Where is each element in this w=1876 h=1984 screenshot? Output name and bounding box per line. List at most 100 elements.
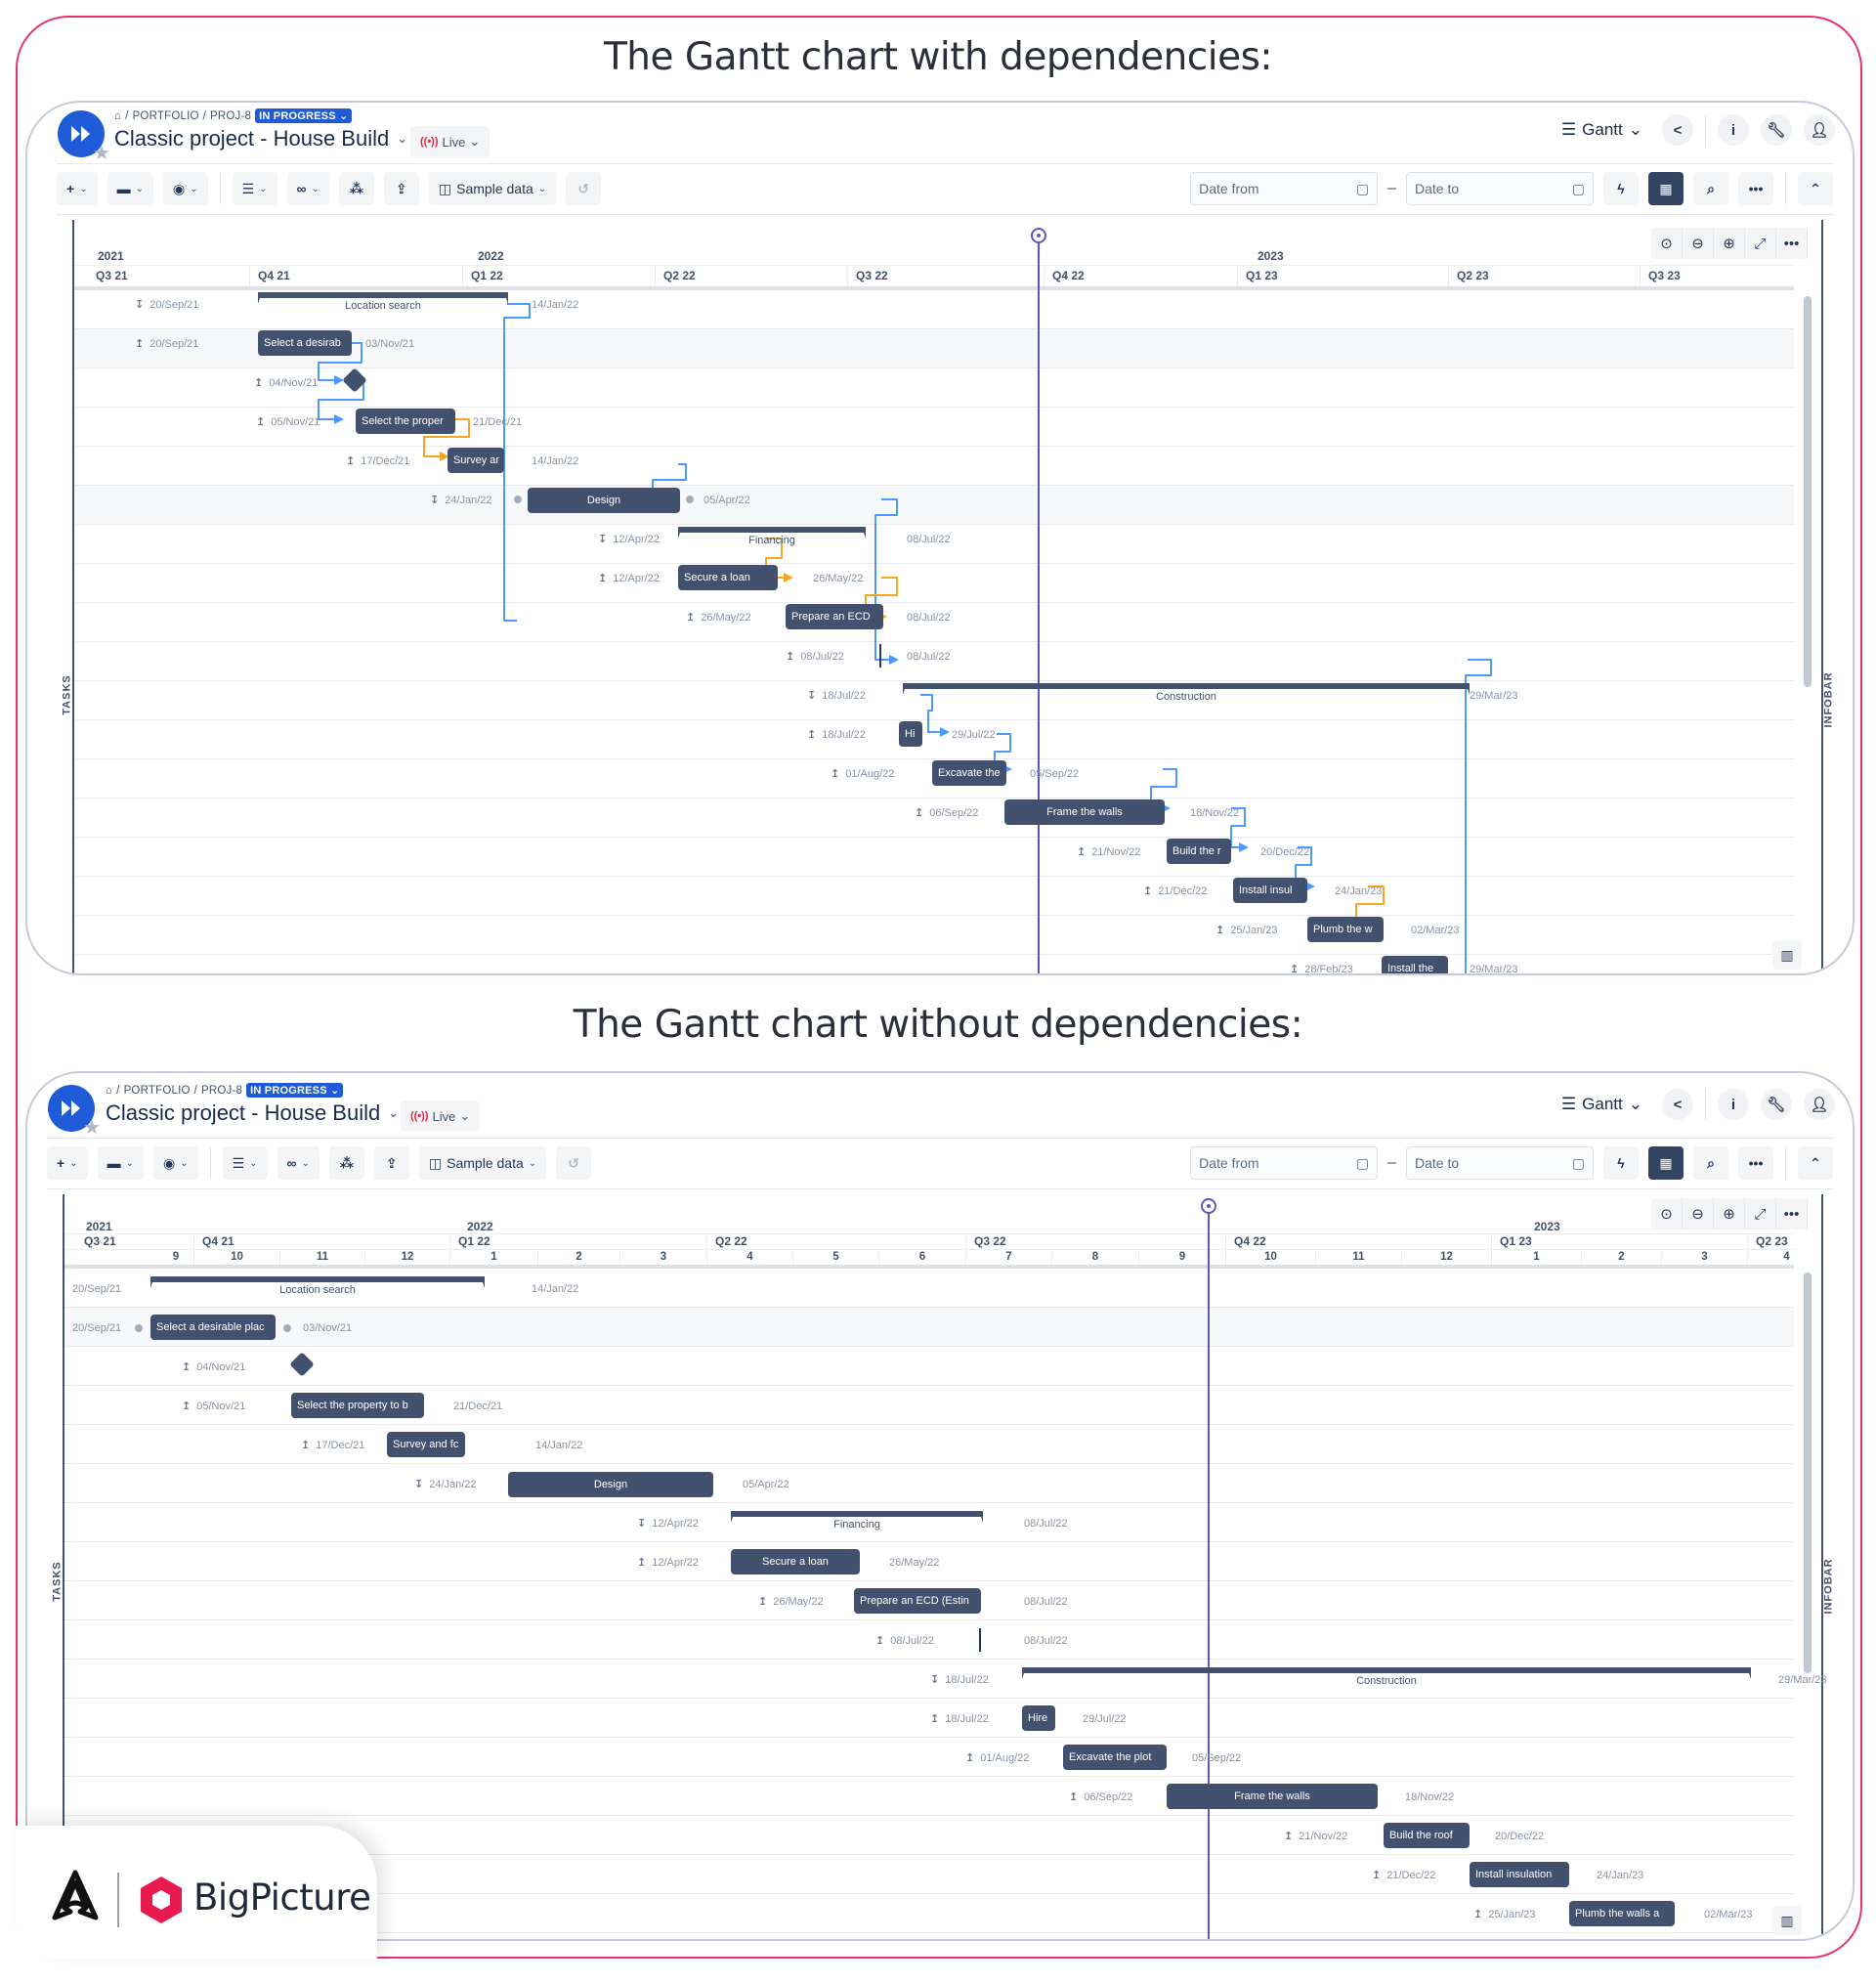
task-bar[interactable]: Prepare an ECD [786,604,883,629]
date-from-input[interactable]: Date from ▢ [1190,172,1379,205]
view-eye-button[interactable]: ◉ ⌄ [162,172,208,205]
wrench-icon[interactable]: 🔧︎ [1761,114,1792,146]
summary-bar-construction[interactable]: Construction [1022,1667,1751,1693]
calendar-toggle[interactable]: ▦ [1648,172,1684,205]
live-button[interactable]: ((•)) Live ⌄ [401,1100,481,1132]
more-icon[interactable]: ••• [1776,228,1808,259]
live-button[interactable]: ((•)) Live ⌄ [410,126,490,157]
share-icon[interactable]: < [1662,114,1693,146]
task-bar[interactable]: Survey ar [448,448,504,473]
more-icon[interactable]: ••• [1776,1198,1808,1229]
upload-icon[interactable]: ⇪ [383,172,419,205]
task-bar[interactable]: Secure a loan [731,1549,860,1574]
search-icon[interactable]: ⌕ [1693,172,1728,205]
task-bar[interactable]: Excavate the plot [1063,1745,1167,1770]
columns-button[interactable]: ☰ ⌄ [222,1146,268,1180]
breadcrumb-proj[interactable]: PROJ-8 [210,109,252,122]
view-selector[interactable]: ☰ Gantt ⌄ [1560,120,1642,139]
map-icon[interactable]: ▥ [1772,940,1802,970]
expand-icon[interactable]: ⤢ [1745,228,1776,259]
users-icon[interactable]: ⁂ [338,172,374,205]
task-bar[interactable]: Build the r [1167,839,1231,864]
breadcrumb-portfolio[interactable]: PORTFOLIO [123,1084,191,1097]
summary-bar-construction[interactable]: Construction [903,683,1470,709]
task-bar[interactable]: Plumb the walls a [1569,1901,1675,1926]
task-bar[interactable]: Select the proper [356,409,455,434]
task-bar[interactable]: Build the roof [1384,1823,1470,1848]
more-icon[interactable]: ••• [1738,172,1773,205]
summary-bar-location-search[interactable]: Location search [258,292,508,318]
project-title[interactable]: Classic project - House Build ⌄ [114,126,408,151]
view-eye-button[interactable]: ◉ ⌄ [152,1146,198,1180]
upload-icon[interactable]: ⇪ [373,1146,409,1180]
task-bar[interactable]: Install insulation [1470,1862,1569,1887]
tasks-panel-toggle[interactable]: TASKS [61,674,73,715]
lightning-icon[interactable]: ϟ [1603,1146,1639,1180]
task-bar[interactable]: Hi [899,721,922,747]
undo-button[interactable]: ↺ [566,172,602,205]
zoom-in-icon[interactable]: ⊕ [1714,228,1745,259]
sample-data-button[interactable]: ◫ Sample data ⌄ [428,172,557,205]
link-button[interactable]: ∞ ⌄ [286,172,329,205]
folder-button[interactable]: ▬ ⌄ [107,172,153,205]
date-to-input[interactable]: Date to ▢ [1406,172,1594,205]
milestone-marker[interactable] [879,644,881,668]
task-bar[interactable]: Secure a loan [678,565,778,590]
users-icon[interactable]: ⁂ [328,1146,364,1180]
lightning-icon[interactable]: ϟ [1603,172,1639,205]
task-bar[interactable]: Select a desirab [258,330,352,356]
today-marker[interactable] [1201,1198,1216,1214]
project-title[interactable]: Classic project - House Build ⌄ [106,1100,400,1125]
view-selector[interactable]: ☰ Gantt ⌄ [1560,1095,1642,1113]
status-badge[interactable]: IN PROGRESS ⌄ [246,1083,344,1098]
user-icon[interactable]: 👤︎ [1804,1089,1835,1120]
task-bar[interactable]: Frame the walls [1167,1784,1378,1809]
breadcrumb-portfolio[interactable]: PORTFOLIO [132,109,199,122]
task-bar[interactable]: Hire [1022,1705,1055,1731]
zoom-out-icon[interactable]: ⊖ [1683,1198,1714,1229]
sample-data-button[interactable]: ◫ Sample data ⌄ [418,1146,547,1180]
task-bar[interactable]: Survey and fc [387,1432,465,1457]
summary-bar-financing[interactable]: Financing [731,1511,983,1536]
collapse-icon[interactable]: ⌃ [1798,1146,1833,1180]
zoom-in-icon[interactable]: ⊕ [1714,1198,1745,1229]
home-icon[interactable]: ⌂ [106,1084,113,1097]
task-bar[interactable]: Select a desirable plac [150,1315,276,1340]
vertical-scrollbar[interactable] [1804,1272,1812,1673]
task-bar[interactable]: Install the [1382,956,1448,973]
today-target-icon[interactable]: ⊙ [1651,1198,1683,1229]
home-icon[interactable]: ⌂ [114,109,122,122]
summary-bar-design[interactable]: Design [528,488,680,513]
search-icon[interactable]: ⌕ [1693,1146,1728,1180]
tasks-panel-toggle[interactable]: TASKS [51,1561,64,1602]
info-icon[interactable]: i [1718,114,1749,146]
summary-bar-design[interactable]: Design [508,1472,713,1497]
project-logo[interactable]: ★ [48,1085,101,1138]
summary-bar-financing[interactable]: Financing [678,527,866,552]
milestone-marker[interactable] [979,1628,981,1652]
user-icon[interactable]: 👤︎ [1804,114,1835,146]
star-icon[interactable]: ★ [93,143,110,164]
task-bar[interactable]: Prepare an ECD (Estin [854,1588,981,1614]
date-from-input[interactable]: Date from ▢ [1190,1146,1379,1180]
columns-button[interactable]: ☰ ⌄ [232,172,277,205]
more-icon[interactable]: ••• [1738,1146,1773,1180]
task-bar[interactable]: Frame the walls [1004,799,1165,825]
link-button[interactable]: ∞ ⌄ [277,1146,320,1180]
calendar-toggle[interactable]: ▦ [1648,1146,1684,1180]
add-button[interactable]: + ⌄ [47,1146,88,1180]
breadcrumb-proj[interactable]: PROJ-8 [201,1084,243,1097]
summary-bar-location-search[interactable]: Location search [150,1276,485,1302]
task-bar[interactable]: Install insul [1233,878,1307,903]
share-icon[interactable]: < [1662,1089,1693,1120]
add-button[interactable]: + ⌄ [57,172,98,205]
today-marker[interactable] [1031,228,1046,243]
collapse-icon[interactable]: ⌃ [1798,172,1833,205]
task-bar[interactable]: Plumb the w [1307,917,1384,942]
vertical-scrollbar[interactable] [1804,296,1812,687]
date-to-input[interactable]: Date to ▢ [1406,1146,1594,1180]
status-badge[interactable]: IN PROGRESS ⌄ [255,108,353,123]
task-bar[interactable]: Select the property to b [291,1393,424,1418]
undo-button[interactable]: ↺ [556,1146,592,1180]
infobar-toggle[interactable]: INFOBAR [1822,1558,1835,1615]
